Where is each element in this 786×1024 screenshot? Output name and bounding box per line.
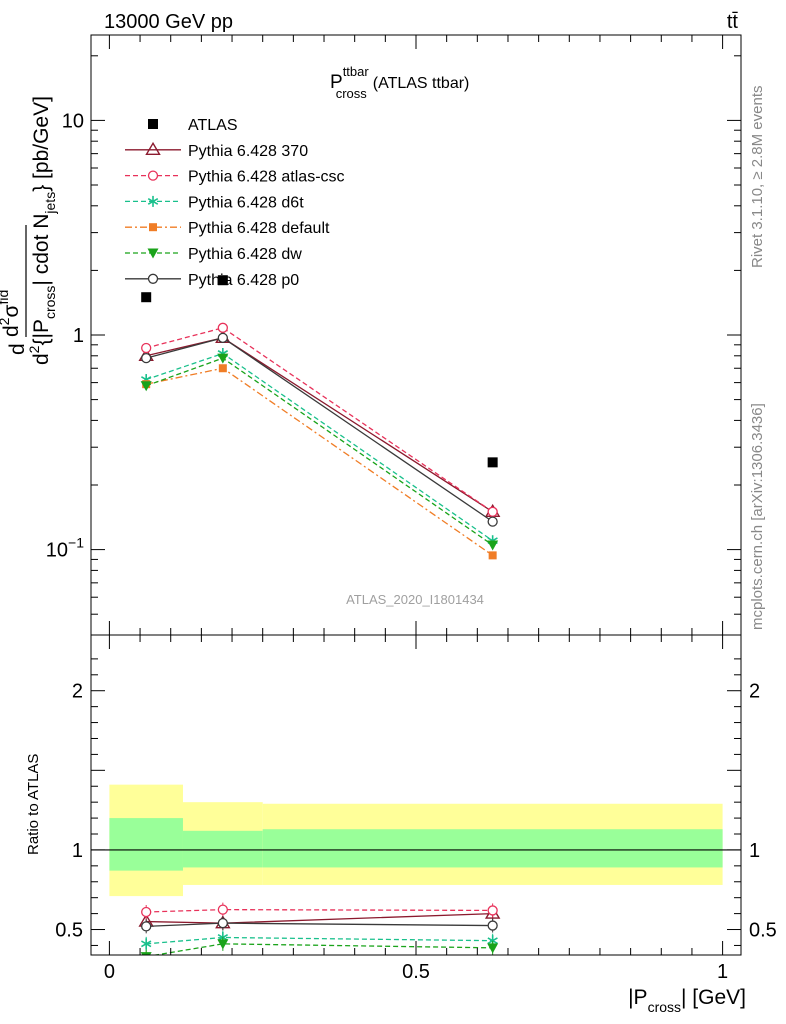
ratio-line [146,958,492,964]
ratio-y-axis-label: Ratio to ATLAS [25,754,42,855]
ratio-y-tick-label-right: 2 [749,681,760,703]
uncertainty-band-inner [182,830,263,868]
rivet-label: Rivet 3.1.10, ≥ 2.8M events [749,86,766,269]
legend-marker [148,119,158,129]
ratio-point [141,921,152,932]
series-line [146,327,494,513]
series-point [217,322,228,333]
series-1 [141,322,498,517]
ratio-line [146,912,493,924]
legend: ATLAS Pythia 6.428 370 Pythia 6.428 atlas-… [125,117,345,289]
series-point [218,364,227,373]
legend-marker [147,195,159,207]
x-tick-label: 0.5 [402,961,430,983]
x-tick-label: 0 [104,961,115,983]
legend-item: Pythia 6.428 370 [125,141,308,160]
y-tick-label: 10 [62,110,84,132]
legend-label: Pythia 6.428 d6t [188,194,304,211]
series-line [145,352,494,542]
legend-label: Pythia 6.428 370 [188,143,308,160]
svg-text:d2{|Pcross| cdot Njets} [pb/Ge: d2{|Pcross| cdot Njets} [pb/GeV] [26,96,58,365]
uncertainty-band-inner [262,829,723,868]
series-point [141,342,152,354]
ratio-point [217,939,229,950]
series-line [146,337,494,523]
series-point [217,332,228,343]
ratio-y-tick-label-right: 0.5 [749,920,777,942]
series-line [145,357,494,546]
y-tick-label: 1 [73,325,84,347]
series-point [488,551,497,560]
data-point [487,457,498,468]
series-point [487,506,498,517]
ratio-point [217,904,228,915]
legend-label: Pythia 6.428 p0 [188,272,299,289]
ratio-line [146,936,493,945]
legend-label: Pythia 6.428 atlas-csc [188,169,345,186]
series-point [487,516,498,527]
legend-marker [145,141,161,156]
ratio-line [146,908,493,913]
ratio-line [146,922,493,927]
ratio-y-tick-label: 0.5 [55,920,83,942]
plot-title: Pttbar cross(ATLAS ttbar) [330,64,469,101]
legend-label: Pythia 6.428 default [188,220,330,237]
y-tick-label: 10−1 [46,535,84,562]
legend-marker [147,248,159,259]
series-line [146,367,494,556]
ratio-point [487,920,498,931]
ratio-point [487,905,498,916]
data-point [141,292,152,303]
legend-item: Pythia 6.428 p0 [125,272,299,289]
legend-marker [149,223,157,232]
legend-item: Pythia 6.428 default [125,220,330,237]
ratio-point [217,918,228,929]
uncertainty-band-inner [109,818,183,871]
ratio-series-1 [141,902,498,920]
legend-item: Pythia 6.428 dw [125,246,302,263]
series-point [487,540,499,551]
ratio-series-3 [142,951,497,969]
legend-marker [147,273,159,284]
ratio-point [487,943,499,954]
legend-label: ATLAS [188,117,238,134]
ratio-point [141,938,152,950]
mcplots-label: mcplots.cern.ch [arXiv:1306.3436] [749,403,766,630]
legend-item: Pythia 6.428 atlas-csc [125,169,345,186]
ratio-series-5 [141,916,498,934]
ratio-y-tick-label-right: 1 [749,840,760,862]
ratio-point [140,952,152,955]
legend-item: Pythia 6.428 d6t [125,194,304,211]
ratio-point [141,906,152,918]
ratio-panel-frame [90,634,742,956]
series-2 [141,347,498,547]
svg-text:d2σfid: d2σfid [0,290,23,337]
series-point [141,353,152,364]
x-tick-label: 1 [717,961,728,983]
analysis-watermark: ATLAS_2020_I1801434 [346,592,484,607]
energy-label: 13000 GeV pp [104,11,233,33]
process-label: tt̄ [727,11,739,33]
series-5 [141,332,498,527]
ratio-point [219,957,227,965]
svg-text:d: d [6,343,29,355]
ratio-series-4 [140,936,499,955]
ratio-y-tick-label: 2 [72,681,83,703]
legend-marker [147,170,159,181]
data-point [217,275,228,286]
data-points [141,275,498,468]
main-y-axis-label: d d2σfid d2{|Pcross| cdot Njets} [pb/GeV… [0,96,58,365]
series-point [140,381,152,392]
legend-label: Pythia 6.428 dw [188,246,302,263]
legend-item: ATLAS [148,117,238,134]
series-4 [140,353,499,551]
ratio-series-2 [141,930,498,951]
ratio-point [489,961,497,969]
ratio-line [151,943,493,955]
series-point [217,353,229,364]
x-axis-label: |Pcross| [GeV] [628,986,746,1015]
ratio-y-tick-label: 1 [72,840,83,862]
